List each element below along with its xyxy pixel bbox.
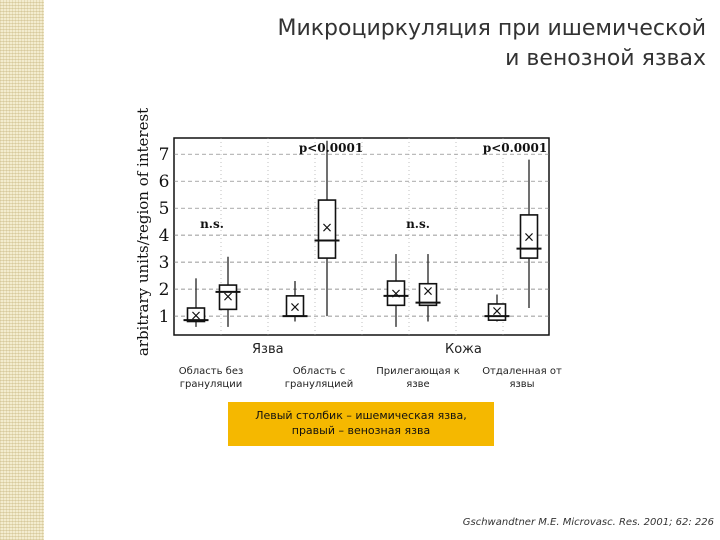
box-iqr — [386, 280, 406, 307]
legend-note-line-2: правый – венозная язва — [291, 424, 431, 437]
y-tick-label: 2 — [159, 280, 170, 300]
caption-line: язвы — [509, 379, 535, 390]
caption-granulation: Область с грануляцией — [276, 365, 362, 391]
slide-title: Микроциркуляция при ишемической и венозн… — [186, 14, 706, 74]
group-label-ulcer: Язва — [252, 342, 284, 357]
caption-distant-from-ulcer: Отдаленная от язвы — [474, 365, 570, 391]
box-iqr — [519, 214, 539, 259]
box-mean-marker: × — [222, 289, 234, 305]
y-tick-label: 1 — [159, 307, 170, 327]
caption-line: язве — [406, 379, 430, 390]
caption-line: Область с — [292, 366, 346, 377]
significance-label: p<0.0001 — [299, 141, 363, 155]
box-mean-marker: × — [422, 283, 434, 299]
box-mean-marker: × — [190, 308, 202, 324]
box-mean-marker: × — [491, 304, 503, 320]
caption-no-granulation: Область без грануляции — [168, 365, 254, 391]
caption-adjacent-to-ulcer: Прилегающая к язве — [368, 365, 468, 391]
y-tick-label: 5 — [159, 199, 170, 219]
legend-note-line-1: Левый столбик – ишемическая язва, — [255, 409, 467, 422]
caption-line: Отдаленная от — [482, 366, 562, 377]
slide-title-line-2: и венозной язвах — [505, 46, 706, 71]
box-mean-marker: × — [523, 230, 535, 246]
y-tick-label: 4 — [159, 226, 170, 246]
y-axis-label: arbitrary units/region of interest — [134, 108, 152, 356]
caption-line: грануляции — [179, 379, 243, 390]
y-tick-label: 6 — [159, 172, 170, 192]
group-label-skin: Кожа — [445, 342, 482, 357]
caption-line: Прилегающая к — [376, 366, 460, 377]
slide-title-line-1: Микроциркуляция при ишемической — [277, 16, 706, 41]
legend-note-box: Левый столбик – ишемическая язва, правый… — [228, 402, 494, 446]
citation: Gschwandtner M.E. Microvasc. Res. 2001; … — [462, 517, 714, 528]
significance-label: n.s. — [200, 217, 224, 231]
box-iqr — [317, 199, 337, 259]
box-mean-marker: × — [390, 286, 402, 302]
significance-label: n.s. — [406, 217, 430, 231]
box-mean-marker: × — [321, 220, 333, 236]
y-tick-label: 7 — [159, 145, 170, 165]
box-iqr — [418, 282, 438, 307]
box-mean-marker: × — [289, 300, 301, 316]
significance-label: p<0.0001 — [483, 141, 547, 155]
caption-line: грануляцией — [284, 379, 354, 390]
y-tick-label: 3 — [159, 253, 170, 273]
box-iqr — [186, 307, 206, 323]
decorative-side-stripe — [0, 0, 44, 540]
caption-line: Область без — [178, 366, 244, 377]
